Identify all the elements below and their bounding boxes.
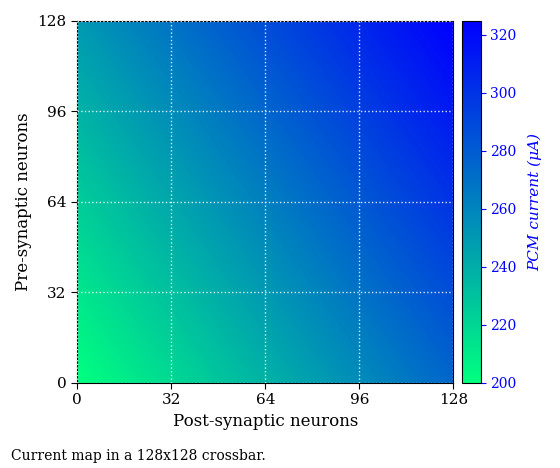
X-axis label: Post-synaptic neurons: Post-synaptic neurons xyxy=(172,413,358,430)
Y-axis label: Pre-synaptic neurons: Pre-synaptic neurons xyxy=(15,112,32,291)
Y-axis label: PCM current (μA): PCM current (μA) xyxy=(528,132,542,271)
Text: Current map in a 128x128 crossbar.: Current map in a 128x128 crossbar. xyxy=(11,449,266,463)
